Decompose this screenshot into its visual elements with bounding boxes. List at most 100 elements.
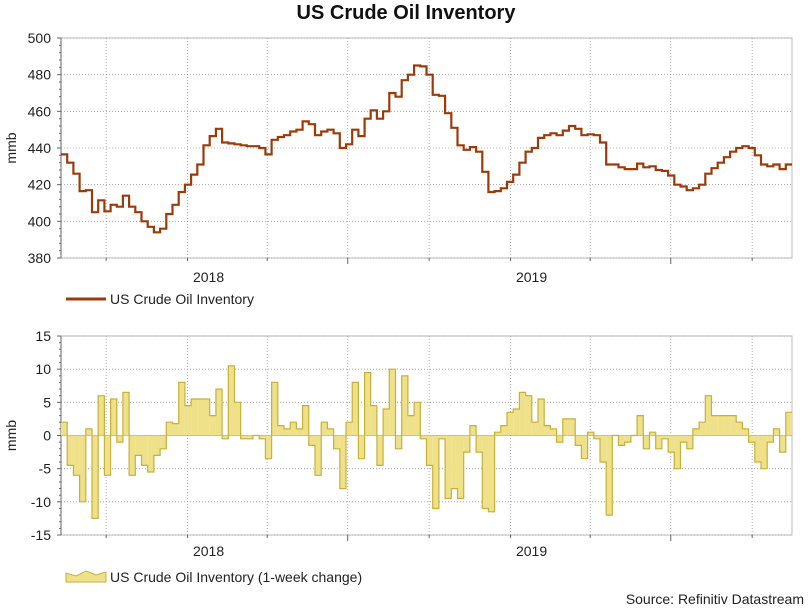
- change-bar: [661, 435, 669, 439]
- change-bar: [85, 428, 92, 436]
- change-bar: [222, 435, 229, 439]
- change-bar: [686, 435, 693, 449]
- change-bar: [773, 428, 780, 436]
- change-bar: [655, 435, 662, 449]
- change-bar: [129, 435, 136, 476]
- change-bar: [531, 422, 538, 436]
- change-bar: [438, 435, 446, 439]
- change-bar: [494, 432, 501, 436]
- change-bar: [451, 435, 458, 489]
- change-bar: [197, 399, 204, 436]
- change-bar: [327, 428, 334, 436]
- series-line-inventory: [61, 64, 792, 234]
- change-bar: [550, 428, 557, 436]
- change-bar: [606, 435, 613, 516]
- change-bar: [383, 409, 390, 436]
- change-bar: [395, 435, 402, 449]
- y-tick-label: 440: [28, 140, 52, 156]
- change-bar: [358, 435, 365, 459]
- x-tick-label: 2018: [193, 269, 224, 285]
- change-bar: [680, 435, 687, 443]
- change-bar: [482, 435, 489, 509]
- change-bar: [674, 435, 681, 469]
- change-bar: [122, 392, 130, 436]
- change-bar: [172, 423, 179, 436]
- change-bar: [767, 435, 774, 443]
- change-bar: [711, 415, 718, 436]
- change-bar: [160, 435, 167, 449]
- series-outline-change: [61, 365, 792, 519]
- change-bar: [785, 412, 792, 436]
- change-bar: [705, 395, 712, 436]
- change-bar: [246, 435, 253, 439]
- change-bar: [296, 428, 303, 436]
- x-tick-label: 2019: [516, 269, 547, 285]
- change-bar: [463, 435, 470, 453]
- change-bar: [457, 435, 464, 499]
- change-bar: [284, 428, 291, 436]
- change-bar: [538, 399, 545, 436]
- change-bar: [153, 435, 161, 456]
- legend-label: US Crude Oil Inventory: [110, 291, 254, 307]
- change-bar: [370, 405, 377, 436]
- change-bar: [209, 415, 216, 436]
- change-bar: [401, 375, 408, 436]
- change-bar: [668, 435, 675, 453]
- change-bar: [234, 402, 241, 436]
- y-tick-label: 380: [28, 250, 52, 266]
- change-bar: [98, 395, 105, 436]
- change-bar: [426, 435, 433, 466]
- change-bar: [414, 402, 421, 436]
- change-bar: [92, 435, 99, 519]
- change-bar: [240, 435, 247, 439]
- change-bar: [67, 435, 74, 466]
- change-bar: [364, 372, 371, 436]
- y-tick-label: 400: [28, 213, 52, 229]
- change-bar: [544, 425, 551, 436]
- change-bar: [624, 435, 631, 443]
- change-bar: [593, 435, 600, 439]
- y-tick-label: 420: [28, 177, 52, 193]
- change-bar: [649, 432, 656, 436]
- x-tick-label: 2018: [193, 543, 224, 559]
- change-bar: [717, 415, 724, 436]
- change-bar: [389, 369, 396, 436]
- change-bar: [116, 435, 123, 443]
- change-bar: [135, 435, 142, 456]
- y-axis-label: mmb: [3, 132, 19, 163]
- chart-title: US Crude Oil Inventory: [296, 2, 516, 24]
- change-bar: [79, 435, 86, 502]
- y-tick-label: -15: [31, 527, 51, 543]
- change-bar: [519, 392, 526, 436]
- change-bar: [339, 435, 346, 489]
- change-bar: [748, 435, 755, 443]
- change-bar: [333, 435, 340, 449]
- change-bar: [699, 422, 706, 436]
- change-bar: [110, 399, 117, 436]
- change-bar: [556, 435, 563, 443]
- change-bar: [321, 422, 328, 436]
- change-bar: [779, 435, 786, 453]
- change-bar: [352, 382, 359, 436]
- change-bar: [61, 422, 68, 436]
- change-bar: [302, 405, 309, 436]
- change-bar: [730, 415, 737, 436]
- legend: US Crude Oil Inventory: [66, 291, 254, 307]
- change-bar: [562, 418, 569, 436]
- change-bar: [488, 435, 495, 512]
- change-bar: [104, 435, 111, 476]
- change-bar: [525, 395, 532, 436]
- change-bar: [271, 382, 278, 436]
- source-note: Source: Refinitiv Datastream: [625, 591, 804, 607]
- change-bar: [723, 415, 731, 436]
- change-bar: [637, 415, 644, 436]
- change-bar: [581, 435, 588, 459]
- y-tick-label: 500: [28, 30, 52, 46]
- change-bar: [643, 435, 650, 449]
- change-bar: [147, 435, 154, 472]
- x-tick-label: 2019: [516, 543, 547, 559]
- change-bar: [407, 415, 415, 436]
- change-bar: [166, 422, 173, 436]
- change-bar: [215, 389, 223, 436]
- change-bar: [420, 435, 427, 439]
